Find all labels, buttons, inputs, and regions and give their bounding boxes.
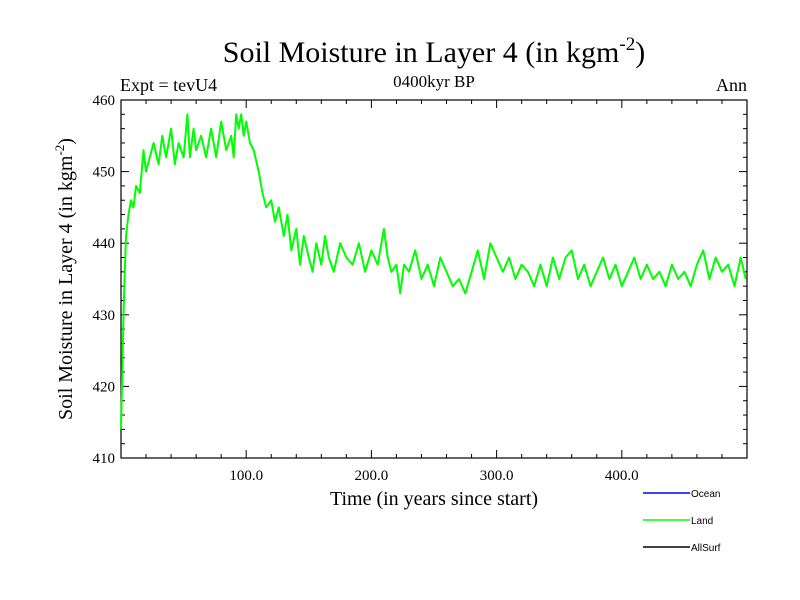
experiment-label: Expt = tevU4 (120, 75, 217, 95)
plot-frame (120, 99, 748, 459)
y-tick-label: 440 (93, 236, 116, 252)
y-axis-label-sup: -2 (52, 145, 67, 156)
y-axis-label: Soil Moisture in Layer 4 (in kgm-2) (52, 138, 77, 420)
chart-title-close: ) (635, 36, 645, 69)
y-tick-label: 420 (93, 379, 116, 395)
legend: Ocean Land AllSurf (643, 489, 721, 554)
chart-title-main: Soil Moisture in Layer 4 (in kgm (223, 36, 620, 69)
y-tick-labels: 410 420 430 440 450 460 (93, 93, 116, 467)
y-tick-label: 450 (93, 165, 116, 181)
season-label: Ann (716, 75, 747, 95)
y-tick-label: 410 (93, 451, 116, 467)
legend-label-land: Land (691, 516, 713, 527)
y-tick-label: 460 (93, 93, 116, 109)
subtitle: 0400kyr BP (393, 72, 475, 91)
legend-label-allsurf: AllSurf (691, 543, 721, 554)
x-tick-label: 100.0 (229, 468, 263, 484)
series-lines (120, 113, 747, 430)
legend-label-ocean: Ocean (691, 489, 720, 500)
chart-title-sup: -2 (619, 34, 635, 55)
x-tick-labels: 100.0 200.0 300.0 400.0 (229, 468, 638, 484)
chart-title: Soil Moisture in Layer 4 (in kgm-2) (223, 34, 645, 69)
x-tick-label: 300.0 (480, 468, 514, 484)
axis-ticks (121, 99, 747, 459)
x-tick-label: 200.0 (355, 468, 389, 484)
y-tick-label: 430 (93, 308, 116, 324)
y-axis-label-main: Soil Moisture in Layer 4 (in kgm (55, 155, 77, 420)
y-axis-label-close: ) (55, 138, 77, 145)
x-tick-label: 400.0 (605, 468, 639, 484)
series-line-land (120, 113, 747, 430)
x-axis-label: Time (in years since start) (330, 488, 538, 510)
